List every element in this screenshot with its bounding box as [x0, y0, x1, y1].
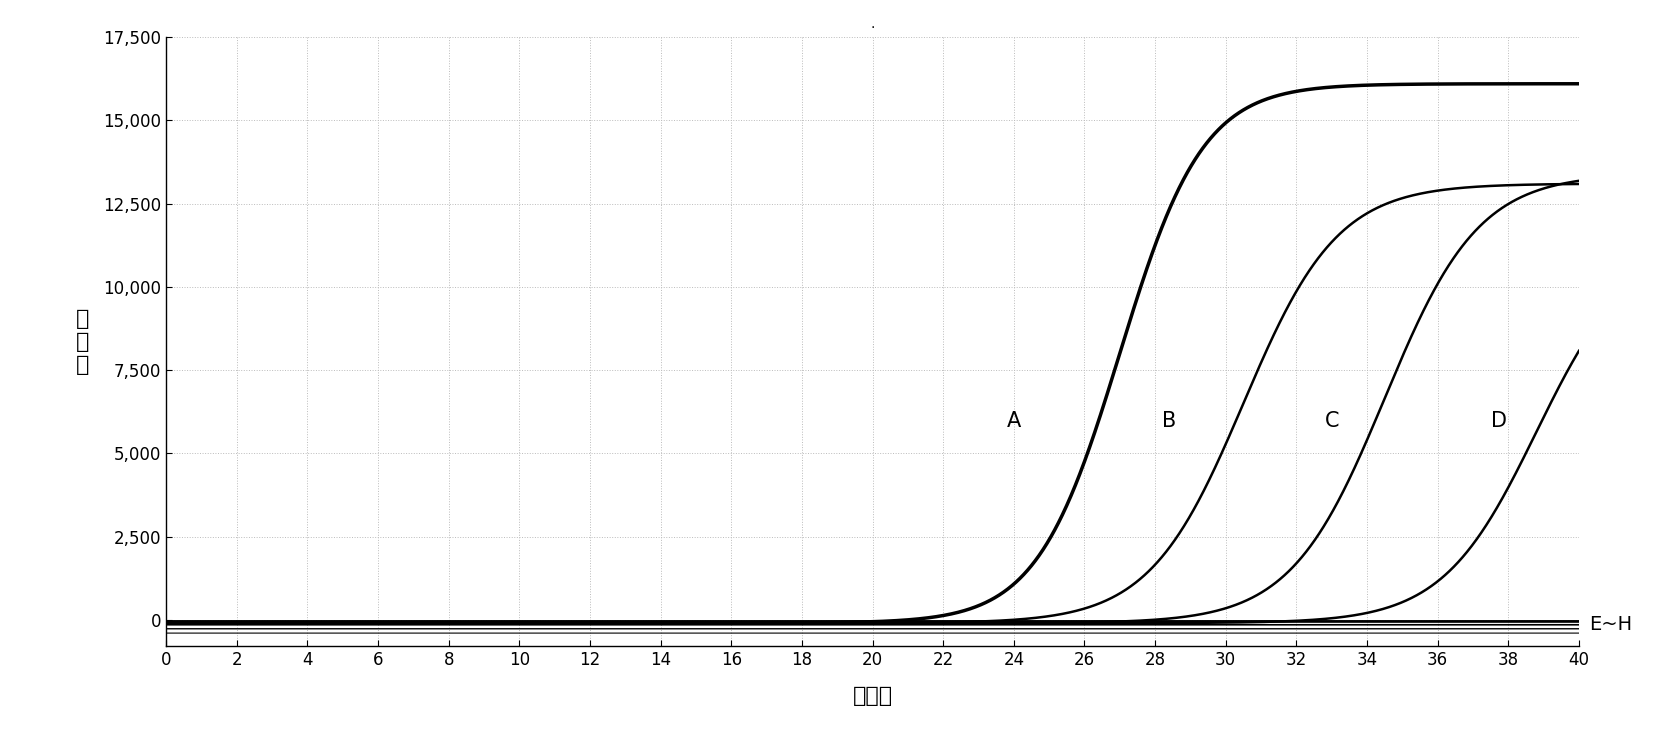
Y-axis label: 药
光
値: 药 光 値	[76, 308, 90, 375]
Text: B: B	[1162, 411, 1177, 431]
Title: ·: ·	[871, 21, 874, 35]
Text: D: D	[1491, 411, 1507, 431]
X-axis label: 循环数: 循环数	[853, 686, 892, 706]
Text: C: C	[1325, 411, 1340, 431]
Text: E~H: E~H	[1589, 615, 1632, 635]
Text: A: A	[1007, 411, 1020, 431]
